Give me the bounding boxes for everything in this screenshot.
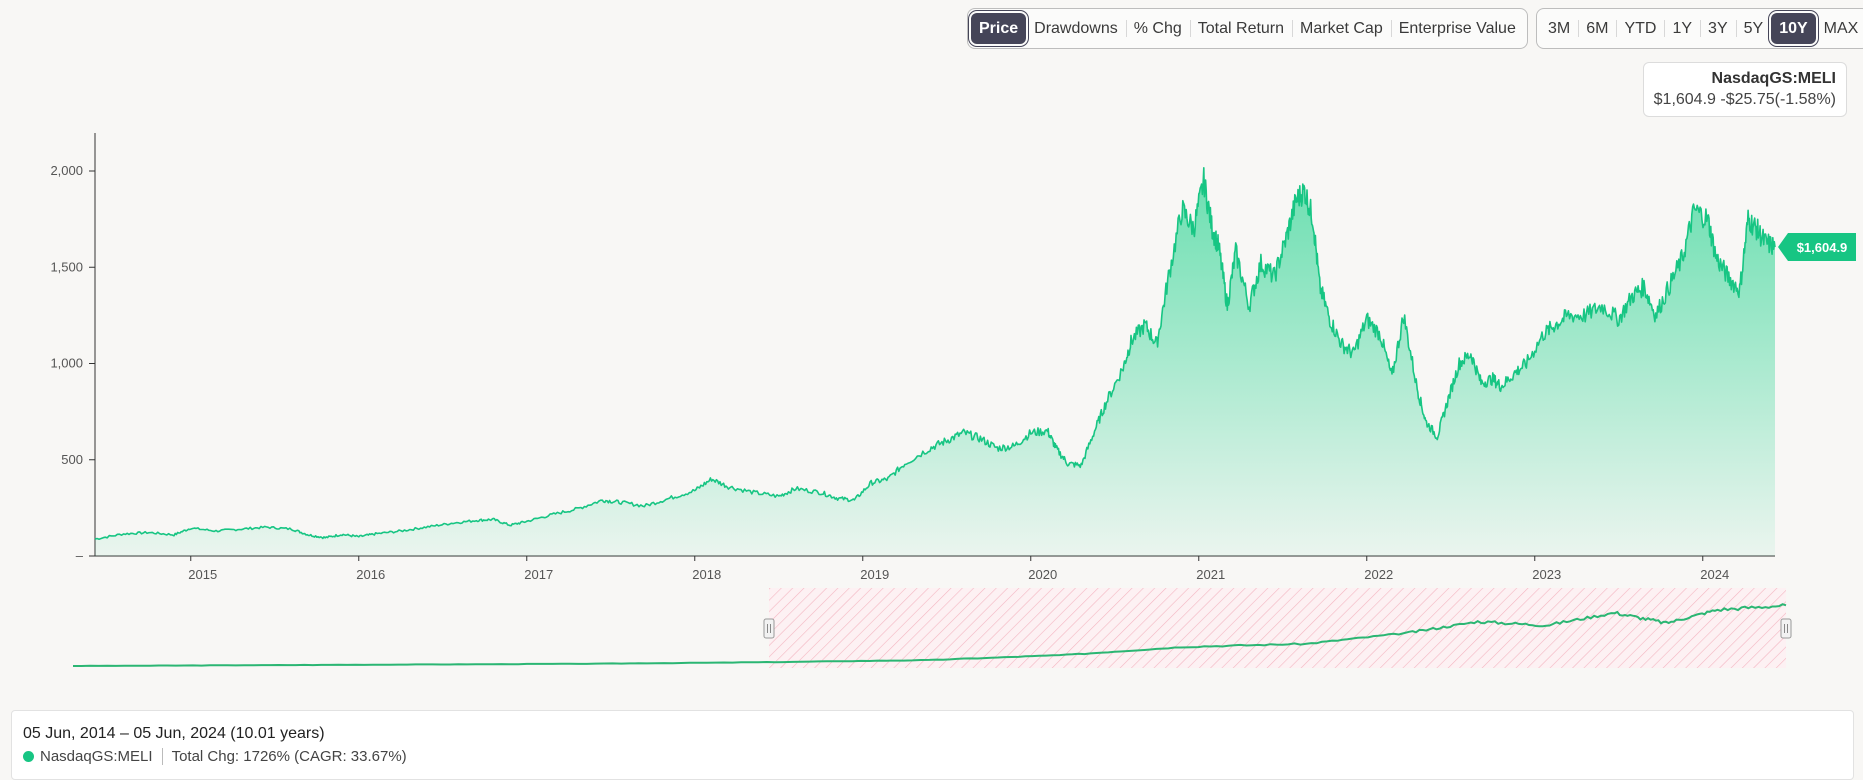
navigator[interactable] xyxy=(73,588,1792,668)
metric-button-chg[interactable]: % Chg xyxy=(1125,13,1190,44)
metric-button-enterprise-value[interactable]: Enterprise Value xyxy=(1390,13,1524,44)
legend-dot-icon xyxy=(23,751,34,762)
range-button-3y[interactable]: 3Y xyxy=(1700,13,1736,44)
range-button-max[interactable]: MAX xyxy=(1823,20,1859,37)
total-change: Total Chg: 1726% (CAGR: 33.67%) xyxy=(171,748,407,765)
price-area xyxy=(95,167,1775,557)
quote-change: -$25.75 xyxy=(1720,91,1775,108)
metric-button-drawdowns[interactable]: Drawdowns xyxy=(1034,20,1118,37)
divider xyxy=(161,748,163,765)
x-tick-label: 2022 xyxy=(1364,567,1393,582)
navigator-line xyxy=(73,603,1787,667)
x-tick-label: 2024 xyxy=(1700,567,1729,582)
metric-toolbar: Price Drawdowns % Chg Total Return Market Ca… xyxy=(967,8,1528,49)
price-chart[interactable]: – 500 1,000 1,500 2,000 2015 2016 2017 2018 2019… xyxy=(0,0,1863,700)
x-tick-label: 2019 xyxy=(860,567,889,582)
range-button-ytd[interactable]: YTD xyxy=(1616,13,1664,44)
range-toolbar: 3M 6M YTD 1Y 3Y 5Y 10Y MAX xyxy=(1536,8,1863,49)
series-name: NasdaqGS:MELI xyxy=(40,748,153,765)
quote-price: $1,604.9 xyxy=(1653,91,1716,108)
last-price-tag-bg xyxy=(1778,233,1856,262)
y-tick-label: 1,500 xyxy=(50,259,83,274)
y-tick-label: 500 xyxy=(61,452,83,467)
summary-row: NasdaqGS:MELI Total Chg: 1726% (CAGR: 33… xyxy=(23,748,407,765)
x-tick-label: 2021 xyxy=(1196,567,1225,582)
y-tick-label: 2,000 xyxy=(50,163,83,178)
y-axis: – 500 1,000 1,500 2,000 xyxy=(50,133,96,563)
navigator-handle-left[interactable] xyxy=(763,618,775,639)
x-tick-label: 2020 xyxy=(1028,567,1057,582)
range-button-1y[interactable]: 1Y xyxy=(1664,13,1700,44)
navigator-selection[interactable] xyxy=(769,588,1786,668)
quote-change-pct: (-1.58%) xyxy=(1774,91,1836,108)
y-tick-label: – xyxy=(76,548,84,563)
navigator-handle-right[interactable] xyxy=(1780,618,1792,639)
range-button-6m[interactable]: 6M xyxy=(1578,13,1616,44)
metric-button-total-return[interactable]: Total Return xyxy=(1189,13,1292,44)
summary-footer: 05 Jun, 2014 – 05 Jun, 2024 (10.01 years… xyxy=(11,710,1854,780)
last-price-tag: $1,604.9 xyxy=(1778,233,1856,262)
y-tick-label: 1,000 xyxy=(50,356,83,371)
plot-area xyxy=(94,167,1776,557)
last-price-label: $1,604.9 xyxy=(1797,240,1848,255)
x-axis: 2015 2016 2017 2018 2019 2020 2021 2022 2023 2024 xyxy=(95,555,1775,582)
metric-button-price[interactable]: Price xyxy=(971,13,1027,44)
range-button-10y[interactable]: 10Y xyxy=(1771,13,1816,44)
x-tick-label: 2015 xyxy=(188,567,217,582)
x-tick-label: 2017 xyxy=(524,567,553,582)
x-tick-label: 2023 xyxy=(1532,567,1561,582)
date-range: 05 Jun, 2014 – 05 Jun, 2024 (10.01 years… xyxy=(23,725,325,742)
quote-box: NasdaqGS:MELI $1,604.9 -$25.75(-1.58%) xyxy=(1642,62,1847,117)
metric-button-market-cap[interactable]: Market Cap xyxy=(1292,13,1391,44)
range-button-3m[interactable]: 3M xyxy=(1548,20,1571,37)
x-tick-label: 2018 xyxy=(692,567,721,582)
quote-price-line: $1,604.9 -$25.75(-1.58%) xyxy=(1654,89,1836,111)
quote-ticker: NasdaqGS:MELI xyxy=(1711,70,1836,87)
x-tick-label: 2016 xyxy=(356,567,385,582)
range-button-5y[interactable]: 5Y xyxy=(1735,13,1772,44)
price-line xyxy=(94,167,1776,540)
